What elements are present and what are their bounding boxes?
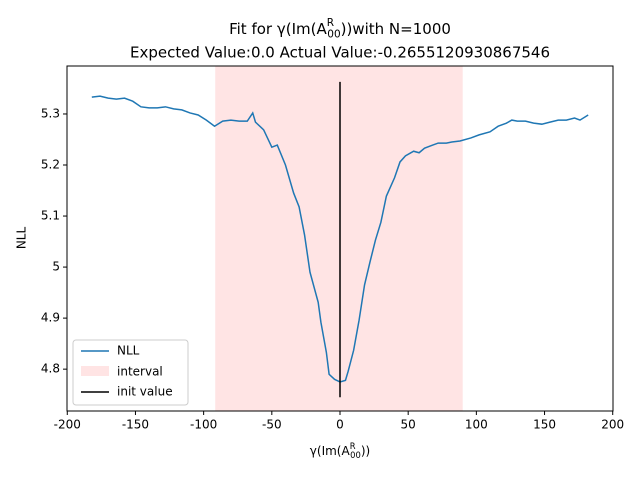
y-tick-label: 4.8 xyxy=(41,362,60,376)
y-axis-label: NLL xyxy=(15,227,29,250)
interval xyxy=(215,66,463,411)
x-tick-label: -150 xyxy=(122,418,149,432)
text-part: Fit for γ(Im(A xyxy=(229,20,327,38)
y-tick-label: 5.3 xyxy=(41,106,60,120)
text-part: ))with N=1000 xyxy=(341,20,451,38)
x-tick-label: 0 xyxy=(336,418,344,432)
chart-subtitle: Expected Value:0.0 Actual Value:-0.26551… xyxy=(130,44,550,62)
x-tick-label: 200 xyxy=(601,418,624,432)
y-tick-label: 5.2 xyxy=(41,158,60,172)
math-label: γ(Im(AR 00)) xyxy=(310,441,370,460)
legend-label: interval xyxy=(117,365,163,379)
x-tick-label: 50 xyxy=(401,418,416,432)
y-tick-label: 5.1 xyxy=(41,209,60,223)
legend-swatch xyxy=(81,366,109,376)
x-tick-label: -200 xyxy=(54,418,81,432)
subscript: 00 xyxy=(327,28,340,40)
math-label: Fit for γ(Im(AR 00))with N=1000 xyxy=(229,17,451,40)
x-tick-label: 150 xyxy=(533,418,556,432)
x-tick-label: -50 xyxy=(262,418,282,432)
legend-label: init value xyxy=(117,385,173,399)
legend-label: NLL xyxy=(117,344,140,358)
y-tick-label: 4.9 xyxy=(41,311,60,325)
superscript: R xyxy=(327,17,334,29)
data-line xyxy=(91,95,589,383)
text-part: γ(Im(A xyxy=(310,444,351,458)
superscript: R xyxy=(350,441,356,451)
legend-box xyxy=(72,339,189,406)
x-tick-label: 100 xyxy=(465,418,488,432)
y-tick-label: 5 xyxy=(52,260,60,274)
subscript: 00 xyxy=(350,450,361,460)
x-tick-label: -100 xyxy=(190,418,217,432)
text-part: )) xyxy=(361,444,370,458)
plot-frame xyxy=(66,65,614,412)
